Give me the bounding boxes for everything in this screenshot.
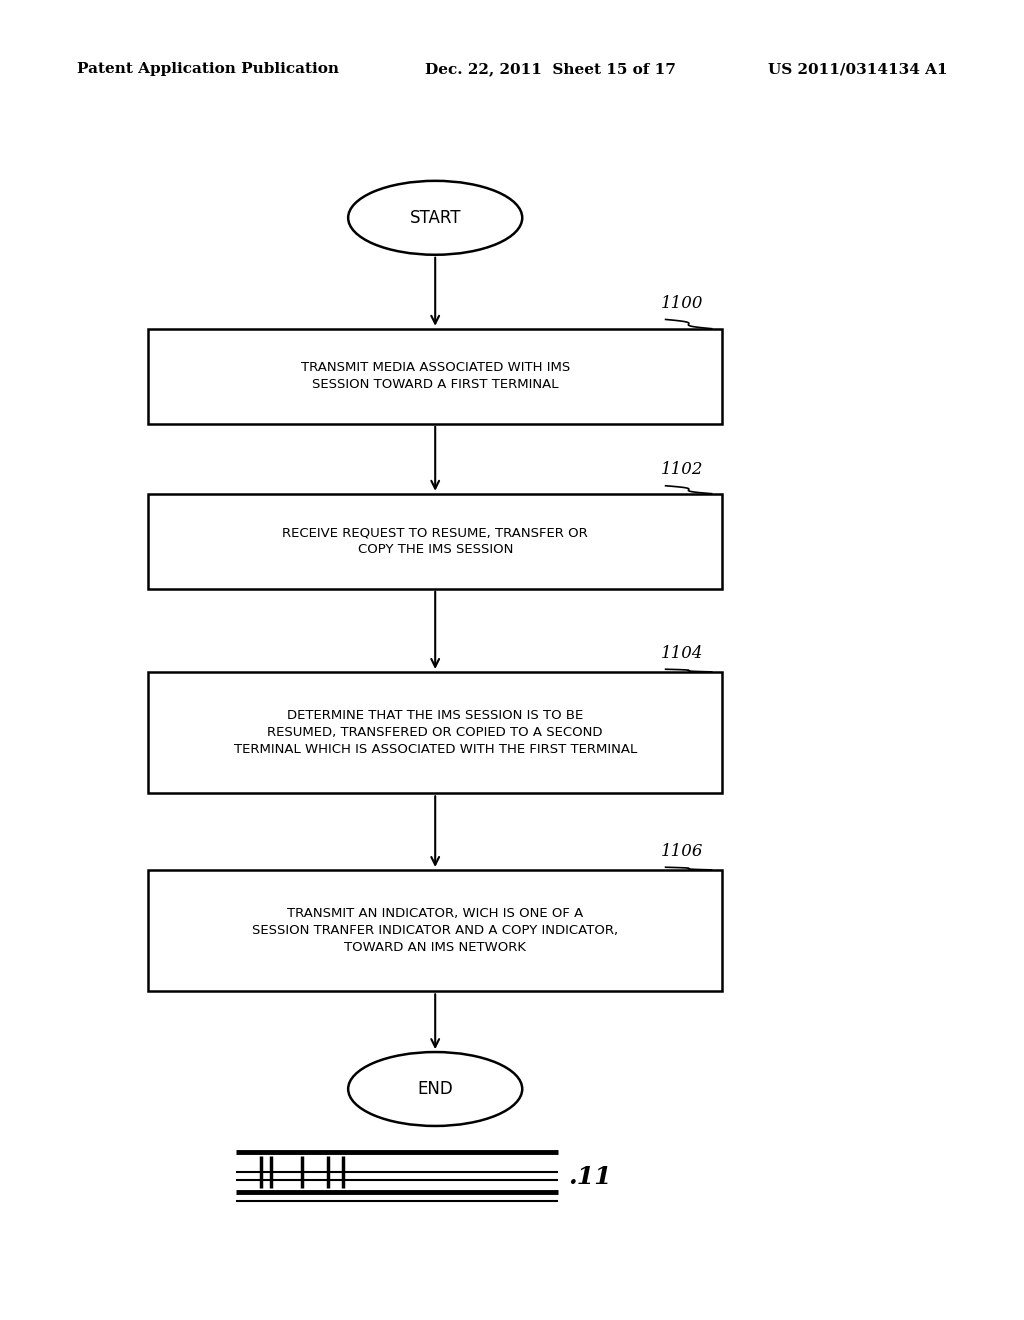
- FancyBboxPatch shape: [148, 494, 722, 589]
- Text: TRANSMIT MEDIA ASSOCIATED WITH IMS
SESSION TOWARD A FIRST TERMINAL: TRANSMIT MEDIA ASSOCIATED WITH IMS SESSI…: [301, 362, 569, 391]
- Text: 1106: 1106: [660, 843, 703, 859]
- Text: .11: .11: [568, 1166, 611, 1189]
- FancyBboxPatch shape: [148, 870, 722, 991]
- Text: US 2011/0314134 A1: US 2011/0314134 A1: [768, 62, 947, 77]
- Ellipse shape: [348, 1052, 522, 1126]
- Text: DETERMINE THAT THE IMS SESSION IS TO BE
RESUMED, TRANSFERED OR COPIED TO A SECON: DETERMINE THAT THE IMS SESSION IS TO BE …: [233, 709, 637, 756]
- Text: 1100: 1100: [660, 296, 703, 312]
- Ellipse shape: [348, 181, 522, 255]
- Text: Dec. 22, 2011  Sheet 15 of 17: Dec. 22, 2011 Sheet 15 of 17: [425, 62, 676, 77]
- Text: START: START: [410, 209, 461, 227]
- Text: RECEIVE REQUEST TO RESUME, TRANSFER OR
COPY THE IMS SESSION: RECEIVE REQUEST TO RESUME, TRANSFER OR C…: [283, 527, 588, 556]
- Text: END: END: [418, 1080, 453, 1098]
- Text: Patent Application Publication: Patent Application Publication: [77, 62, 339, 77]
- Text: 1104: 1104: [660, 645, 703, 661]
- Text: TRANSMIT AN INDICATOR, WICH IS ONE OF A
SESSION TRANFER INDICATOR AND A COPY IND: TRANSMIT AN INDICATOR, WICH IS ONE OF A …: [252, 907, 618, 954]
- FancyBboxPatch shape: [148, 672, 722, 793]
- FancyBboxPatch shape: [148, 329, 722, 424]
- Text: 1102: 1102: [660, 462, 703, 478]
